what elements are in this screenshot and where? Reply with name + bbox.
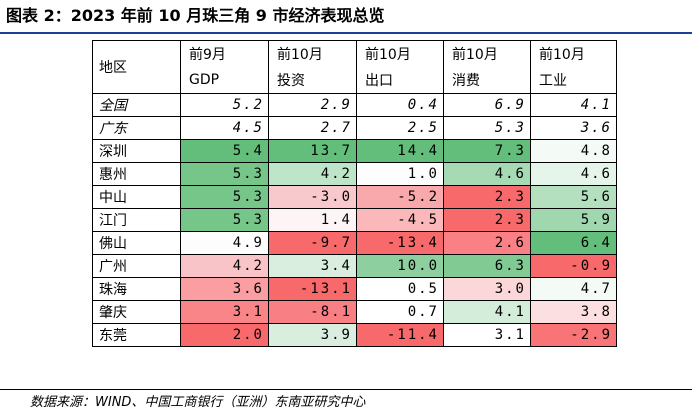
region-cell: 江门 bbox=[92, 208, 181, 232]
data-table: 地区 前9月 前10月 前10月 前10月 前10月 GDP 投资 出口 消费 … bbox=[92, 40, 617, 347]
value-cell: 13.7 bbox=[268, 139, 357, 163]
value-cell: 2.3 bbox=[443, 185, 531, 209]
region-cell: 惠州 bbox=[92, 162, 181, 186]
table-row: 肇庆 3.1 -8.1 0.7 4.1 3.8 bbox=[92, 300, 617, 324]
col-header-period: 前10月 bbox=[443, 40, 531, 67]
value-cell: 4.1 bbox=[530, 93, 617, 117]
col-header-period: 前10月 bbox=[530, 40, 617, 67]
value-cell: 6.4 bbox=[530, 231, 617, 255]
value-cell: 5.2 bbox=[180, 93, 269, 117]
value-cell: 2.7 bbox=[268, 116, 357, 140]
region-cell: 深圳 bbox=[92, 139, 181, 163]
value-cell: 10.0 bbox=[356, 254, 444, 278]
table-row: 深圳 5.4 13.7 14.4 7.3 4.8 bbox=[92, 139, 617, 163]
value-cell: 1.0 bbox=[356, 162, 444, 186]
value-cell: 5.3 bbox=[180, 162, 269, 186]
region-cell: 广州 bbox=[92, 254, 181, 278]
value-cell: 0.5 bbox=[356, 277, 444, 301]
value-cell: 4.6 bbox=[530, 162, 617, 186]
region-cell: 肇庆 bbox=[92, 300, 181, 324]
source-rule bbox=[0, 389, 692, 390]
value-cell: 5.9 bbox=[530, 208, 617, 232]
region-cell: 东莞 bbox=[92, 323, 181, 347]
value-cell: 4.5 bbox=[180, 116, 269, 140]
value-cell: 2.5 bbox=[356, 116, 444, 140]
title-rule bbox=[0, 32, 692, 34]
value-cell: 0.4 bbox=[356, 93, 444, 117]
value-cell: -11.4 bbox=[356, 323, 444, 347]
col-header-metric: 工业 bbox=[530, 67, 617, 94]
value-cell: 5.3 bbox=[180, 208, 269, 232]
source-note: 数据来源：WIND、中国工商银行（亚洲）东南亚研究中心 bbox=[30, 395, 366, 410]
value-cell: 0.7 bbox=[356, 300, 444, 324]
value-cell: 2.0 bbox=[180, 323, 269, 347]
value-cell: 4.9 bbox=[180, 231, 269, 255]
table-row: 广东 4.5 2.7 2.5 5.3 3.6 bbox=[92, 116, 617, 140]
col-header-period: 前10月 bbox=[268, 40, 357, 67]
value-cell: 7.3 bbox=[443, 139, 531, 163]
table-row: 珠海 3.6 -13.1 0.5 3.0 4.7 bbox=[92, 277, 617, 301]
col-header-metric: GDP bbox=[180, 67, 269, 94]
table-row: 江门 5.3 1.4 -4.5 2.3 5.9 bbox=[92, 208, 617, 232]
value-cell: 4.1 bbox=[443, 300, 531, 324]
value-cell: 5.4 bbox=[180, 139, 269, 163]
value-cell: 6.3 bbox=[443, 254, 531, 278]
value-cell: 2.6 bbox=[443, 231, 531, 255]
header-row-top: 地区 前9月 前10月 前10月 前10月 前10月 bbox=[92, 40, 617, 94]
value-cell: 5.3 bbox=[443, 116, 531, 140]
value-cell: 3.1 bbox=[443, 323, 531, 347]
figure-title: 图表 2：2023 年前 10 月珠三角 9 市经济表现总览 bbox=[6, 6, 385, 25]
col-header-metric: 投资 bbox=[268, 67, 357, 94]
col-header-metric: 出口 bbox=[356, 67, 444, 94]
value-cell: 2.3 bbox=[443, 208, 531, 232]
region-cell: 中山 bbox=[92, 185, 181, 209]
col-header-period: 前9月 bbox=[180, 40, 269, 67]
value-cell: -4.5 bbox=[356, 208, 444, 232]
table-row: 全国 5.2 2.9 0.4 6.9 4.1 bbox=[92, 93, 617, 117]
value-cell: 3.6 bbox=[180, 277, 269, 301]
table-row: 惠州 5.3 4.2 1.0 4.6 4.6 bbox=[92, 162, 617, 186]
value-cell: 5.6 bbox=[530, 185, 617, 209]
table-row: 东莞 2.0 3.9 -11.4 3.1 -2.9 bbox=[92, 323, 617, 347]
value-cell: -5.2 bbox=[356, 185, 444, 209]
value-cell: 4.7 bbox=[530, 277, 617, 301]
value-cell: 3.1 bbox=[180, 300, 269, 324]
table-row: 中山 5.3 -3.0 -5.2 2.3 5.6 bbox=[92, 185, 617, 209]
col-header-period: 前10月 bbox=[356, 40, 444, 67]
value-cell: 3.0 bbox=[443, 277, 531, 301]
value-cell: 2.9 bbox=[268, 93, 357, 117]
value-cell: 6.9 bbox=[443, 93, 531, 117]
table-row: 广州 4.2 3.4 10.0 6.3 -0.9 bbox=[92, 254, 617, 278]
value-cell: -2.9 bbox=[530, 323, 617, 347]
col-header-metric: 消费 bbox=[443, 67, 531, 94]
value-cell: -13.1 bbox=[268, 277, 357, 301]
value-cell: 1.4 bbox=[268, 208, 357, 232]
region-cell: 广东 bbox=[92, 116, 181, 140]
value-cell: 3.4 bbox=[268, 254, 357, 278]
value-cell: -9.7 bbox=[268, 231, 357, 255]
value-cell: 4.2 bbox=[268, 162, 357, 186]
value-cell: -3.0 bbox=[268, 185, 357, 209]
value-cell: 3.9 bbox=[268, 323, 357, 347]
region-cell: 佛山 bbox=[92, 231, 181, 255]
value-cell: 5.3 bbox=[180, 185, 269, 209]
table-row: 佛山 4.9 -9.7 -13.4 2.6 6.4 bbox=[92, 231, 617, 255]
value-cell: -13.4 bbox=[356, 231, 444, 255]
region-header: 地区 bbox=[92, 40, 181, 94]
value-cell: 4.6 bbox=[443, 162, 531, 186]
region-cell: 珠海 bbox=[92, 277, 181, 301]
header-row-bottom: GDP 投资 出口 消费 工业 bbox=[93, 67, 617, 94]
value-cell: -0.9 bbox=[530, 254, 617, 278]
value-cell: 3.8 bbox=[530, 300, 617, 324]
region-cell: 全国 bbox=[92, 93, 181, 117]
value-cell: 4.2 bbox=[180, 254, 269, 278]
value-cell: -8.1 bbox=[268, 300, 357, 324]
value-cell: 3.6 bbox=[530, 116, 617, 140]
value-cell: 14.4 bbox=[356, 139, 444, 163]
value-cell: 4.8 bbox=[530, 139, 617, 163]
